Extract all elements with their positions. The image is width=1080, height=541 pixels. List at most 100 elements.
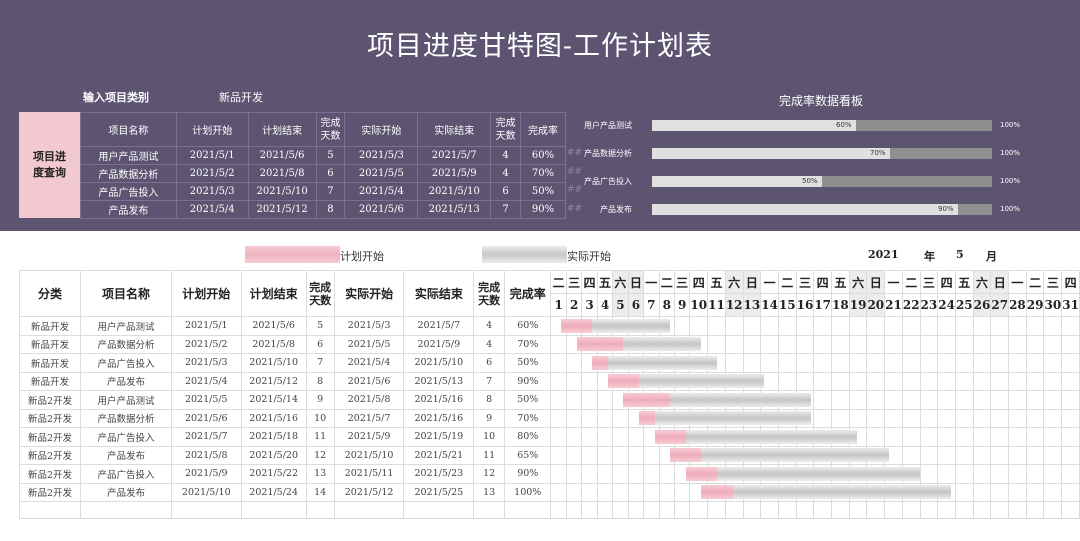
year-input[interactable]: 2021 — [868, 248, 899, 261]
gantt-cell — [707, 464, 726, 484]
gantt-cell — [707, 427, 726, 447]
cell-actual-days: 11 — [473, 445, 506, 465]
month-input[interactable]: 5 — [956, 248, 964, 261]
gantt-cell — [919, 482, 939, 502]
weekday-cell: 四 — [813, 270, 833, 294]
gantt-cell — [990, 390, 1010, 410]
gantt-cell — [707, 408, 726, 428]
table-row: 新品开发 产品广告投入 2021/5/3 2021/5/10 7 2021/5/4 2021… — [19, 353, 1080, 373]
gantt-cell — [954, 371, 974, 391]
gantt-cell — [658, 371, 675, 391]
gantt-cell — [724, 334, 744, 354]
gantt-cell — [612, 408, 629, 428]
gantt-cell — [565, 390, 583, 410]
gantt-cell — [627, 445, 645, 465]
gantt-cell — [813, 390, 833, 410]
gantt-cell — [990, 464, 1010, 484]
gantt-cell — [707, 353, 726, 373]
gantt-cell — [901, 353, 921, 373]
gantt-cell — [866, 316, 886, 336]
weekday-cell: 一 — [760, 270, 779, 294]
day-cell: 22 — [901, 293, 921, 317]
gantt-cell — [1025, 353, 1045, 373]
gantt-cell — [550, 464, 567, 484]
day-cell: 12 — [724, 293, 744, 317]
col-header-actual-days: 完成天数 — [490, 112, 522, 147]
gantt-cell — [760, 334, 779, 354]
gantt-cell — [848, 408, 868, 428]
gantt-cell — [901, 334, 921, 354]
gantt-cell — [673, 408, 691, 428]
gantt-cell — [581, 334, 598, 354]
gantt-cell — [724, 408, 744, 428]
cell-rate: 50% — [504, 353, 552, 373]
gantt-cell — [612, 464, 629, 484]
cell-plan-days: 11 — [305, 427, 335, 447]
summary-table: 项目名称 计划开始 计划结束 完成天数 实际开始 实际结束 完成天数 完成率 用… — [80, 112, 566, 219]
cell-category: 新品2开发 — [19, 464, 81, 484]
gantt-cell — [1008, 482, 1027, 502]
gantt-cell — [919, 427, 939, 447]
cell-rate: 80% — [504, 427, 552, 447]
gantt-cell — [724, 482, 744, 502]
weekday-cell: 六 — [724, 270, 744, 294]
gantt-cell — [919, 464, 939, 484]
summary-cell-plan-days: 8 — [315, 200, 346, 219]
gantt-cell — [972, 408, 992, 428]
gantt-cell — [831, 464, 850, 484]
gantt-cell — [777, 371, 797, 391]
cell-plan-end: 2021/5/8 — [240, 334, 307, 354]
table-row: 新品2开发 产品数据分析 2021/5/6 2021/5/16 10 2021/5/7 20… — [19, 408, 1080, 428]
table-row: 新品2开发 用户产品测试 2021/5/5 2021/5/14 9 2021/5/8 202… — [19, 390, 1080, 410]
gantt-cell — [581, 482, 598, 502]
weekday-cell: 日 — [742, 270, 762, 294]
gantt-cell — [673, 316, 691, 336]
weekday-cell: 二 — [901, 270, 921, 294]
gantt-cell — [612, 334, 629, 354]
gantt-cell — [565, 316, 583, 336]
gantt-cell — [884, 371, 903, 391]
cell-rate: 90% — [504, 371, 552, 391]
empty-cell — [79, 501, 172, 519]
gantt-cell — [937, 482, 956, 502]
day-cell: 7 — [643, 293, 660, 317]
day-cell: 2 — [565, 293, 583, 317]
empty-cell — [742, 501, 762, 519]
completion-bar-fill — [652, 148, 890, 159]
gantt-cell — [707, 390, 726, 410]
cell-actual-end: 2021/5/16 — [403, 408, 475, 428]
day-cell: 28 — [1008, 293, 1027, 317]
cell-plan-start: 2021/5/2 — [170, 334, 242, 354]
category-filter-input[interactable]: 新品开发 — [219, 91, 263, 104]
gantt-cell — [550, 427, 567, 447]
gantt-cell — [627, 390, 645, 410]
cell-actual-end: 2021/5/7 — [403, 316, 475, 336]
gantt-cell — [673, 334, 691, 354]
day-cell: 19 — [848, 293, 868, 317]
cell-plan-days: 9 — [305, 390, 335, 410]
weekday-cell: 三 — [673, 270, 691, 294]
cell-plan-days: 14 — [305, 482, 335, 502]
gantt-cell — [1025, 334, 1045, 354]
gantt-cell — [1061, 482, 1080, 502]
gantt-cell — [627, 371, 645, 391]
summary-cell-actual-start: 2021/5/6 — [344, 200, 419, 219]
cell-category: 新品开发 — [19, 371, 81, 391]
completion-max: 100% — [1000, 177, 1021, 185]
empty-cell — [831, 501, 850, 519]
gantt-cell — [612, 390, 629, 410]
cell-category: 新品开发 — [19, 334, 81, 354]
gantt-cell — [813, 316, 833, 336]
gantt-cell — [689, 482, 709, 502]
gantt-cell — [831, 482, 850, 502]
gantt-cell — [777, 353, 797, 373]
cell-actual-start: 2021/5/9 — [333, 427, 405, 447]
project-query-button[interactable]: 项目进度查询 — [19, 112, 80, 218]
summary-cell-actual-start: 2021/5/5 — [344, 164, 419, 183]
gantt-cell — [831, 427, 850, 447]
day-cell: 18 — [831, 293, 850, 317]
summary-cell-plan-days: 6 — [315, 164, 346, 183]
cell-plan-end: 2021/5/22 — [240, 464, 307, 484]
cell-plan-start: 2021/5/5 — [170, 390, 242, 410]
gantt-cell — [581, 371, 598, 391]
